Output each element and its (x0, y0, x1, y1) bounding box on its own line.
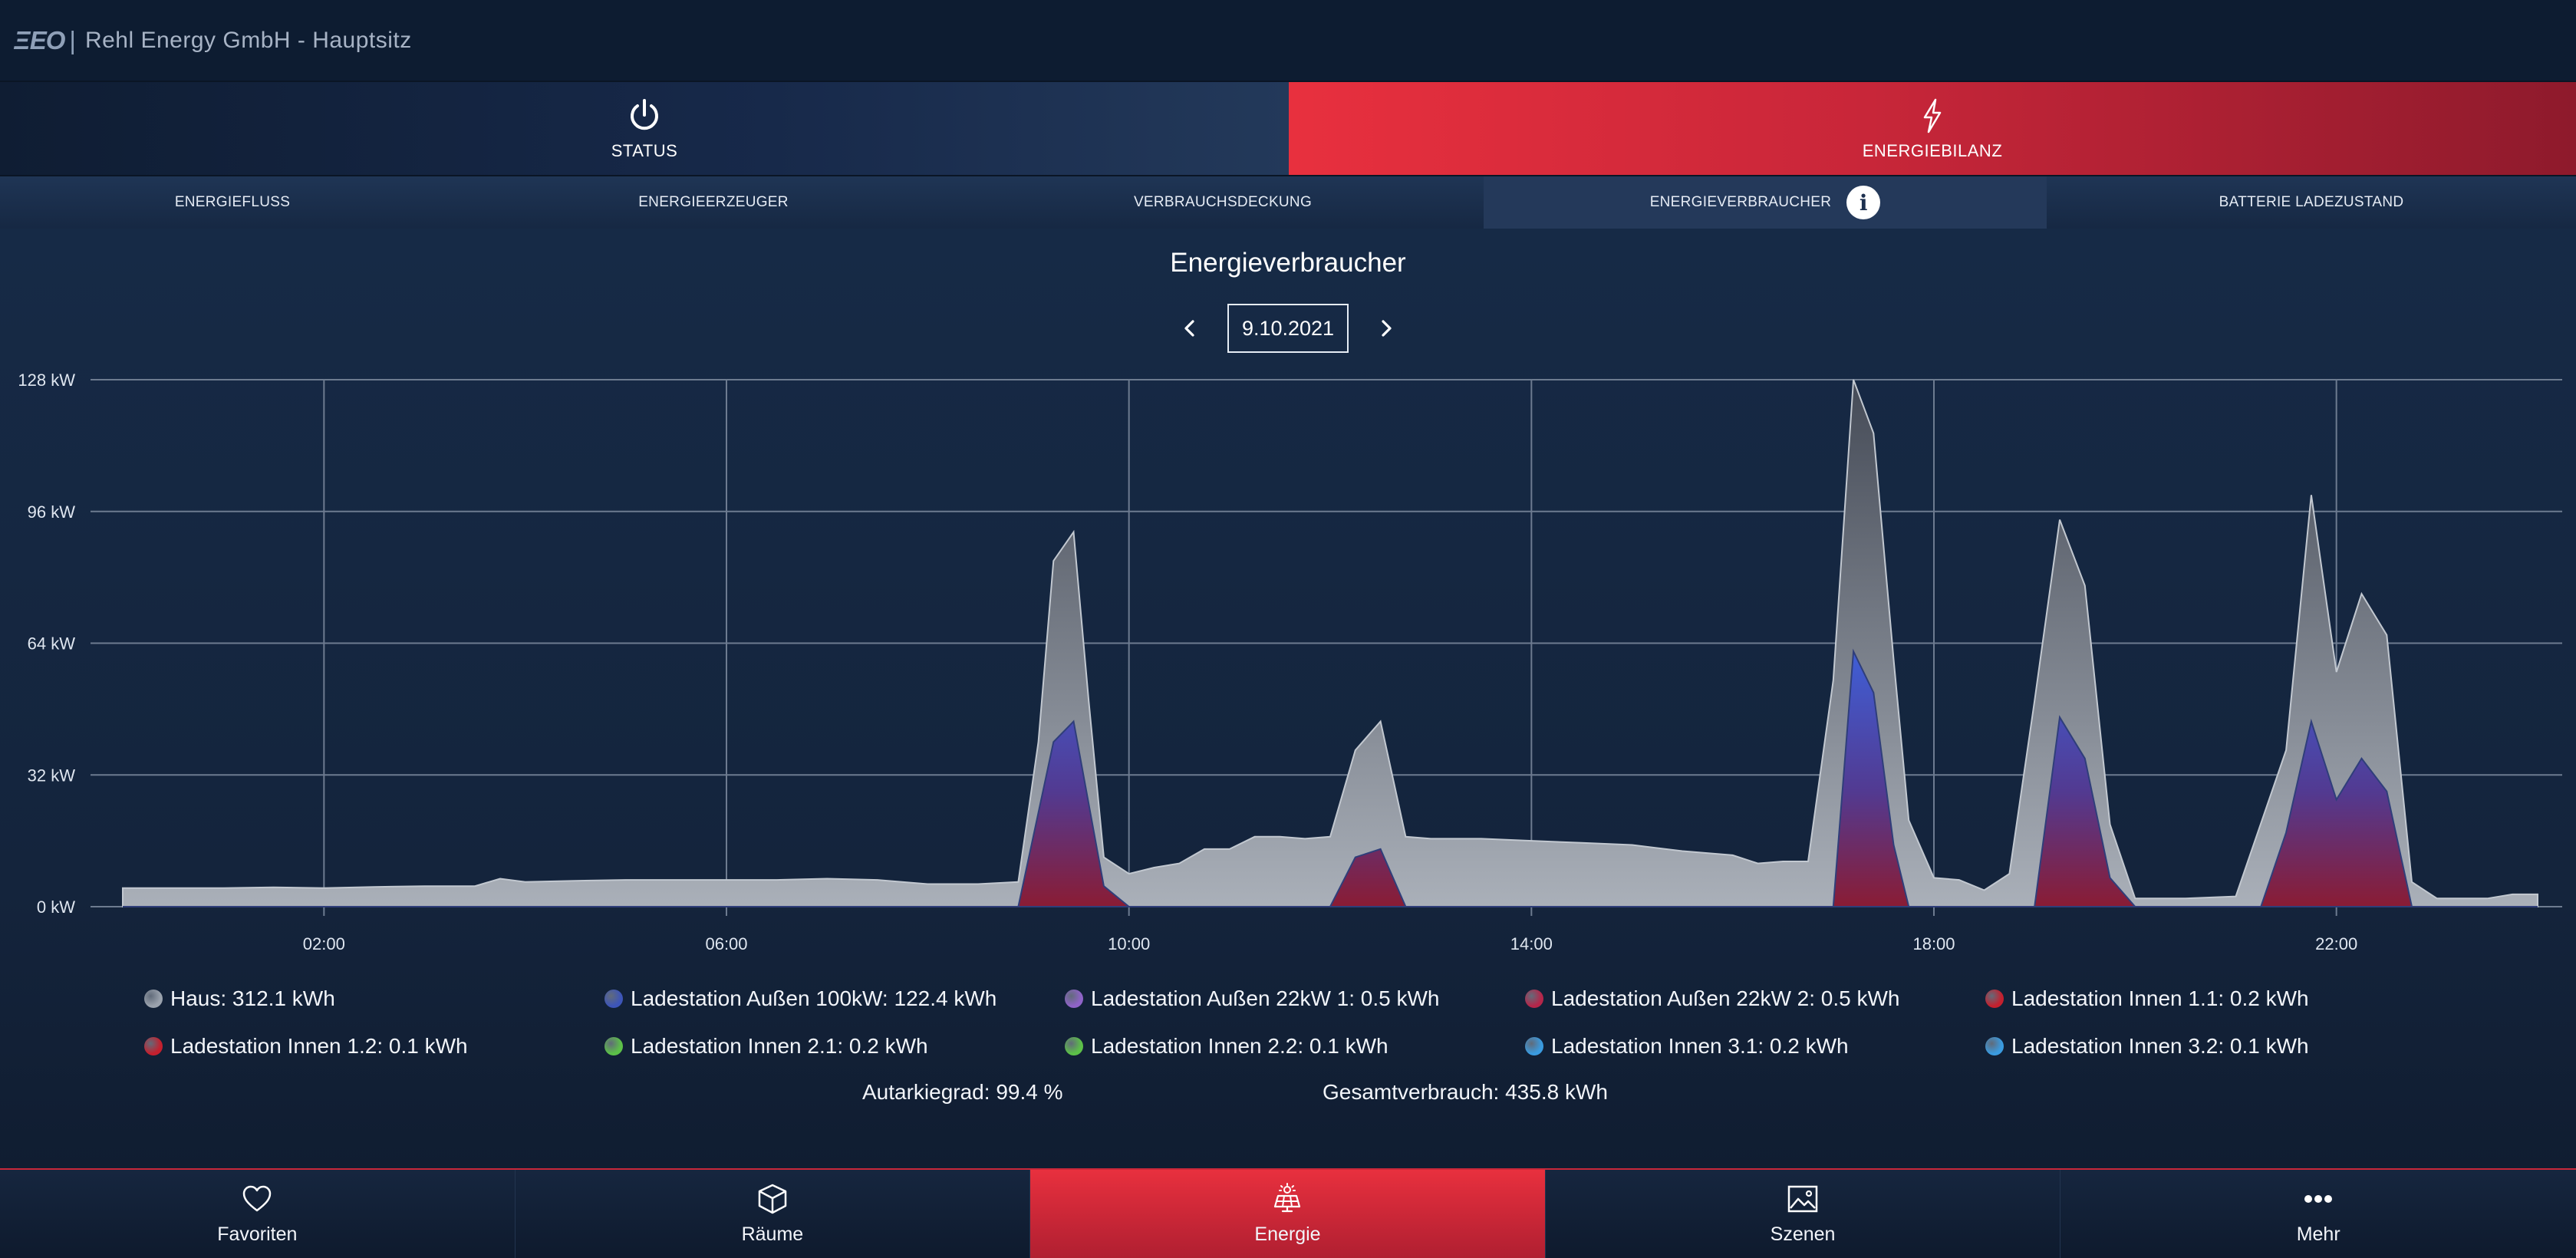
legend-item[interactable]: Ladestation Innen 1.2: 0.1 kWh (144, 1034, 604, 1059)
brand[interactable]: ΞEO | Rehl Energy GmbH - Hauptsitz (14, 26, 412, 55)
y-tick-label: 96 kW (28, 502, 76, 522)
subtab-verbrauchsdeckung-label: VERBRAUCHSDECKUNG (1133, 194, 1313, 210)
chart-legend: Haus: 312.1 kWh Ladestation Außen 100kW: … (144, 986, 2446, 1059)
lightning-icon (1923, 98, 1942, 133)
subtab-batterie-ladezustand-label: BATTERIE LADEZUSTAND (2219, 194, 2404, 210)
x-tick-label: 14:00 (1510, 934, 1553, 953)
x-tick-label: 02:00 (303, 934, 345, 953)
legend-label: Haus: 312.1 kWh (170, 986, 335, 1010)
nav-energie[interactable]: Energie (1030, 1170, 1546, 1258)
legend-swatch (144, 1037, 163, 1055)
legend-label: Ladestation Außen 22kW 2: 0.5 kWh (1551, 986, 1900, 1010)
bottom-nav: Favoriten Räume Energie Szenen (0, 1168, 2576, 1258)
legend-item[interactable]: Ladestation Innen 1.1: 0.2 kWh (1985, 986, 2446, 1011)
solar-panel-icon (1274, 1183, 1301, 1213)
legend-item[interactable]: Haus: 312.1 kWh (144, 986, 604, 1011)
cube-icon (758, 1184, 787, 1214)
legend-item[interactable]: Ladestation Innen 2.1: 0.2 kWh (604, 1034, 1065, 1059)
info-icon[interactable]: i (1846, 186, 1881, 219)
autarkiegrad-text: Autarkiegrad: 99.4 % (862, 1080, 1063, 1104)
mode-tabs: STATUS ENERGIEBILANZ (0, 82, 2576, 175)
power-icon (631, 98, 658, 130)
date-navigator: 9.10.2021 (0, 304, 2576, 353)
tab-status-label: STATUS (611, 140, 678, 160)
subtab-verbrauchsdeckung[interactable]: VERBRAUCHSDECKUNG (962, 176, 1484, 229)
nav-szenen[interactable]: Szenen (1545, 1170, 2061, 1258)
image-icon (1787, 1185, 1818, 1213)
y-tick-label: 128 kW (18, 370, 75, 390)
sub-tabs: ENERGIEFLUSS ENERGIEERZEUGER VERBRAUCHSD… (0, 175, 2576, 229)
legend-item[interactable]: Ladestation Innen 2.2: 0.1 kWh (1065, 1034, 1525, 1059)
nav-favoriten-label: Favoriten (217, 1223, 298, 1245)
main-content: Energieverbraucher 9.10.2021 0 kW 32 kW 64… (0, 229, 2576, 1168)
x-tick-label: 22:00 (2315, 934, 2357, 953)
nav-raeume-label: Räume (741, 1223, 804, 1245)
chart-title: Energieverbraucher (1170, 248, 1406, 278)
site-title: Rehl Energy GmbH - Hauptsitz (84, 27, 412, 53)
legend-label: Ladestation Innen 3.2: 0.1 kWh (2011, 1034, 2309, 1058)
legend-item[interactable]: Ladestation Innen 3.2: 0.1 kWh (1985, 1034, 2446, 1059)
heart-icon (243, 1185, 272, 1212)
nav-mehr[interactable]: Mehr (2060, 1170, 2576, 1258)
brand-separator: | (69, 25, 76, 54)
x-tick-label: 06:00 (705, 934, 747, 953)
legend-label: Ladestation Außen 100kW: 122.4 kWh (631, 986, 997, 1010)
legend-item[interactable]: Ladestation Außen 22kW 2: 0.5 kWh (1525, 986, 1985, 1011)
gesamtverbrauch-text: Gesamtverbrauch: 435.8 kWh (1323, 1080, 1608, 1104)
subtab-batterie-ladezustand[interactable]: BATTERIE LADEZUSTAND (2047, 176, 2576, 229)
app-logo: ΞEO (14, 25, 65, 54)
legend-swatch (1525, 1037, 1543, 1055)
legend-item[interactable]: Ladestation Innen 3.1: 0.2 kWh (1525, 1034, 1985, 1059)
legend-item[interactable]: Ladestation Außen 22kW 1: 0.5 kWh (1065, 986, 1525, 1011)
y-tick-label: 64 kW (28, 634, 76, 654)
tab-energiebilanz-label: ENERGIEBILANZ (1862, 140, 2003, 160)
y-tick-label: 32 kW (28, 766, 76, 785)
subtab-energieerzeuger-label: ENERGIEERZEUGER (638, 194, 789, 210)
y-tick-label: 0 kW (37, 897, 75, 917)
legend-swatch (1065, 1037, 1083, 1055)
more-icon (2304, 1195, 2333, 1203)
legend-label: Ladestation Innen 2.1: 0.2 kWh (631, 1034, 928, 1058)
series-ladestation-aussen-100kw-area[interactable] (123, 648, 2538, 907)
subtab-energieverbraucher[interactable]: ENERGIEVERBRAUCHER i (1484, 176, 2047, 229)
legend-label: Ladestation Innen 3.1: 0.2 kWh (1551, 1034, 1849, 1058)
subtab-energieverbraucher-label: ENERGIEVERBRAUCHER (1649, 194, 1832, 210)
nav-mehr-label: Mehr (2296, 1223, 2340, 1245)
x-tick-label: 10:00 (1108, 934, 1150, 953)
legend-swatch (604, 990, 623, 1008)
tab-energiebilanz[interactable]: ENERGIEBILANZ (1289, 82, 2576, 175)
legend-swatch (1065, 990, 1083, 1008)
nav-favoriten[interactable]: Favoriten (0, 1170, 516, 1258)
app-header: ΞEO | Rehl Energy GmbH - Hauptsitz (0, 0, 2576, 82)
subtab-energieerzeuger[interactable]: ENERGIEERZEUGER (465, 176, 962, 229)
chevron-left-icon[interactable] (1180, 318, 1200, 338)
legend-swatch (604, 1037, 623, 1055)
legend-swatch (1985, 1037, 2004, 1055)
legend-swatch (1985, 990, 2004, 1008)
chevron-right-icon[interactable] (1376, 318, 1396, 338)
legend-swatch (1525, 990, 1543, 1008)
legend-swatch (144, 990, 163, 1008)
nav-szenen-label: Szenen (1770, 1223, 1836, 1245)
date-picker[interactable]: 9.10.2021 (1227, 304, 1349, 353)
nav-energie-label: Energie (1254, 1223, 1321, 1245)
x-tick-label: 18:00 (1912, 934, 1955, 953)
legend-label: Ladestation Innen 1.2: 0.1 kWh (170, 1034, 468, 1058)
subtab-energiefluss[interactable]: ENERGIEFLUSS (0, 176, 465, 229)
energy-consumption-chart: 0 kW 32 kW 64 kW 96 kW 128 kW 02:00 06:00 10:00… (18, 370, 2562, 953)
legend-label: Ladestation Außen 22kW 1: 0.5 kWh (1091, 986, 1440, 1010)
subtab-energiefluss-label: ENERGIEFLUSS (174, 194, 291, 210)
legend-label: Ladestation Innen 2.2: 0.1 kWh (1091, 1034, 1388, 1058)
nav-raeume[interactable]: Räume (515, 1170, 1031, 1258)
legend-item[interactable]: Ladestation Außen 100kW: 122.4 kWh (604, 986, 1065, 1011)
tab-status[interactable]: STATUS (0, 82, 1289, 175)
legend-label: Ladestation Innen 1.1: 0.2 kWh (2011, 986, 2309, 1010)
